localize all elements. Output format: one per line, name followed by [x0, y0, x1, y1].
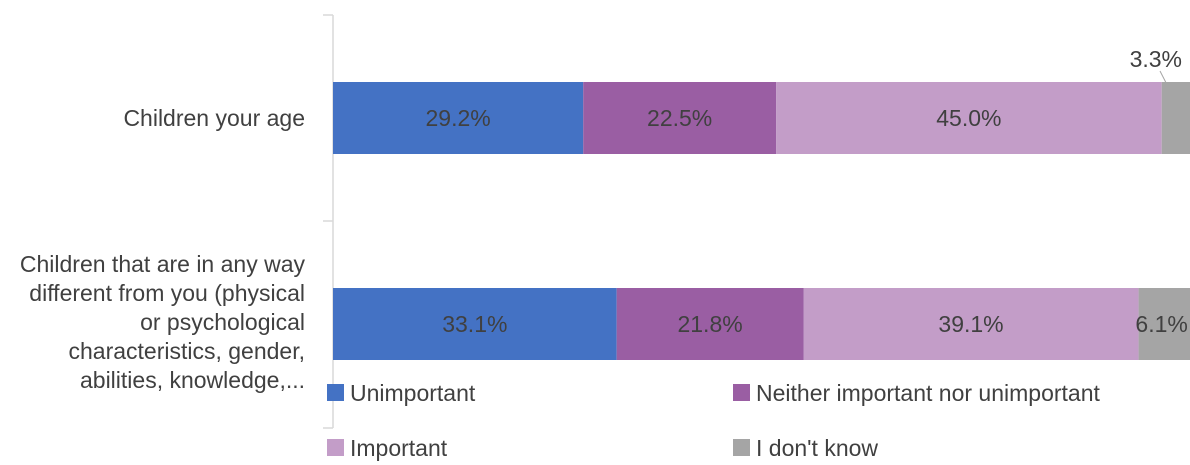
data-label-neither-important-nor-unimportant-row-2: 21.8% — [677, 311, 742, 337]
legend-label-unimportant: Unimportant — [350, 380, 476, 406]
data-label-important-row-2: 39.1% — [938, 311, 1003, 337]
legend: Unimportant Neither important nor unimpor… — [327, 380, 1100, 461]
bar-unimportant-row-1 — [333, 82, 584, 154]
legend-swatch-important — [327, 439, 344, 456]
bar-important-row-1 — [776, 82, 1162, 154]
legend-swatch-i-don-t-know — [733, 439, 750, 456]
legend-item-neither-important-nor-unimportant: Neither important nor unimportant — [733, 380, 1100, 406]
legend-label-neither-important-nor-unimportant: Neither important nor unimportant — [756, 380, 1100, 406]
bar-i-don-t-know-row-1 — [1161, 82, 1190, 154]
bar-important-row-2 — [803, 288, 1139, 360]
legend-label-important: Important — [350, 435, 448, 461]
data-label-unimportant-row-2: 33.1% — [442, 311, 507, 337]
legend-item-unimportant: Unimportant — [327, 380, 476, 406]
legend-item-important: Important — [327, 435, 448, 461]
data-label-leader-line — [1159, 70, 1177, 103]
data-label-i-don-t-know-row-1: 3.3% — [1130, 46, 1182, 72]
data-label-neither-important-nor-unimportant-row-1: 22.5% — [647, 105, 712, 131]
category-labels-group: Children your age Children that are in an… — [20, 105, 306, 393]
data-label-unimportant-row-1: 29.2% — [426, 105, 491, 131]
legend-swatch-neither-important-nor-unimportant — [733, 384, 750, 401]
bar-i-don-t-know-row-2 — [1138, 288, 1190, 360]
category-label-2: Children that are in any way different fr… — [20, 251, 306, 393]
bar-neither-important-nor-unimportant-row-2 — [616, 288, 804, 360]
data-label-i-don-t-know-row-2: 6.1% — [1135, 311, 1187, 337]
bars-group: 29.2% 22.5% 45.0% 3.3% 33.1% 21.8% 39.1% 6.1% — [333, 46, 1190, 360]
bar-unimportant-row-2 — [333, 288, 617, 360]
category-label-1: Children your age — [123, 105, 305, 131]
data-label-important-row-1: 45.0% — [936, 105, 1001, 131]
bar-neither-important-nor-unimportant-row-1 — [583, 82, 777, 154]
legend-item-i-don-t-know: I don't know — [733, 435, 878, 461]
legend-swatch-unimportant — [327, 384, 344, 401]
legend-label-i-don-t-know: I don't know — [756, 435, 878, 461]
